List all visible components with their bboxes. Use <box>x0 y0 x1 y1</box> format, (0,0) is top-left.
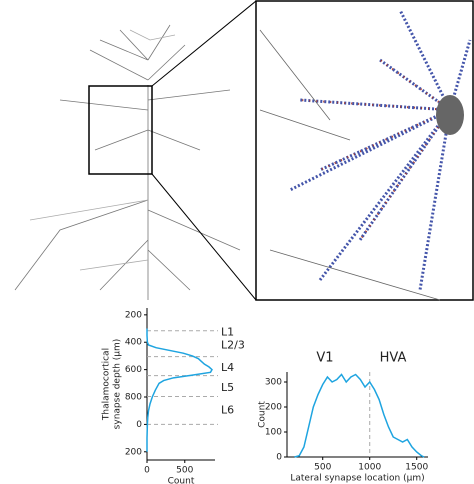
y-axis-label: synapse depth (μm) <box>113 339 123 430</box>
zoom-line <box>151 0 257 87</box>
layer-label: L1 <box>221 326 234 339</box>
data-line <box>294 373 425 458</box>
x-tick-label: 1000 <box>358 463 381 473</box>
zoom-line <box>151 173 257 301</box>
y-tick-label: 0 <box>276 453 282 463</box>
y-tick-label: 100 <box>265 428 282 438</box>
y-axis-label: Count <box>258 401 268 428</box>
x-axis-label: Count <box>168 477 195 484</box>
layer-label: L5 <box>221 381 234 394</box>
y-tick-label: 800 <box>125 393 142 403</box>
region-label: V1 <box>316 351 333 366</box>
data-line <box>146 328 213 452</box>
y-tick-label: 200 <box>125 447 142 457</box>
x-tick-label: 0 <box>144 466 150 476</box>
region-label: HVA <box>380 351 407 366</box>
layer-label: L2/3 <box>221 339 245 352</box>
y-tick-label: 0 <box>136 420 142 430</box>
y-tick-label: 400 <box>125 338 142 348</box>
layer-label: L4 <box>221 361 234 374</box>
layer-label: L6 <box>221 403 234 416</box>
y-axis-label: Thalamocortical <box>102 348 112 421</box>
y-tick-label: 200 <box>265 403 282 413</box>
x-tick-label: 1500 <box>405 463 428 473</box>
neuron-zoom <box>255 0 474 301</box>
x-axis-label: Lateral synapse location (μm) <box>290 474 424 484</box>
x-tick-label: 500 <box>314 463 331 473</box>
y-tick-label: 600 <box>125 365 142 375</box>
y-tick-label: 300 <box>265 378 282 388</box>
x-tick-label: 500 <box>176 466 193 476</box>
y-tick-label: 200 <box>125 310 142 320</box>
neuron-overview <box>14 24 241 300</box>
zoom-box <box>88 85 153 175</box>
